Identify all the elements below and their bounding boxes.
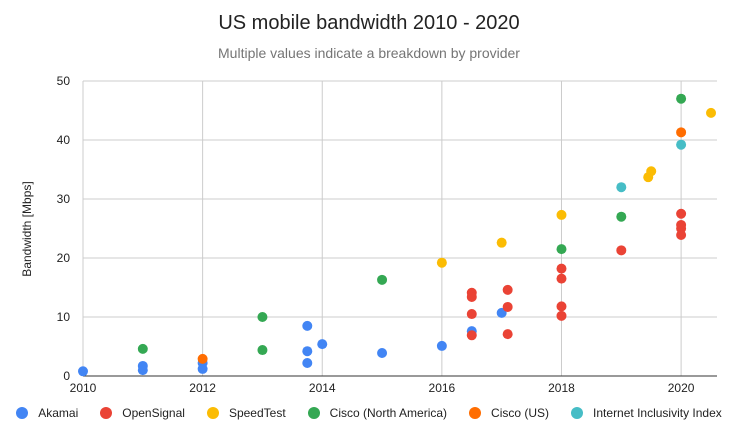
point-akamai[interactable] <box>197 363 208 374</box>
legend-item-internet-inclusivity-index[interactable]: Internet Inclusivity Index <box>571 406 722 420</box>
legend-marker-icon <box>16 407 29 419</box>
point-speedtest[interactable] <box>496 237 507 248</box>
point-cisco-north-america[interactable] <box>257 312 268 322</box>
point-cisco-us[interactable] <box>676 127 687 138</box>
legend-label: Cisco (US) <box>491 406 550 420</box>
legend-item-cisco-north-america[interactable]: Cisco (North America) <box>307 406 448 420</box>
point-opensignal[interactable] <box>502 301 513 312</box>
point-cisco-north-america[interactable] <box>556 244 567 255</box>
legend-label: Cisco (North America) <box>329 406 448 420</box>
point-cisco-north-america[interactable] <box>257 345 268 356</box>
legend-label: Internet Inclusivity Index <box>593 406 722 420</box>
point-akamai[interactable] <box>78 366 88 377</box>
point-opensignal[interactable] <box>556 310 567 321</box>
x-tick-label: 2016 <box>429 381 456 395</box>
data-points <box>78 93 717 377</box>
point-opensignal[interactable] <box>466 309 477 320</box>
legend: Akamai OpenSignal SpeedTest Cisco (North Am… <box>0 406 738 420</box>
x-tick-label: 2018 <box>548 381 575 395</box>
axes: 0 10 20 30 40 50 2010 2012 2014 2016 2018 2020 <box>57 74 717 395</box>
point-internet-inclusivity-index[interactable] <box>676 139 687 150</box>
legend-marker-icon <box>307 407 320 419</box>
y-axis-title: Bandwidth [Mbps] <box>20 181 34 276</box>
point-opensignal[interactable] <box>616 245 627 256</box>
x-tick-label: 2014 <box>309 381 336 395</box>
chart-title: US mobile bandwidth 2010 - 2020 <box>218 12 520 34</box>
point-akamai[interactable] <box>377 347 388 358</box>
point-akamai[interactable] <box>436 340 447 351</box>
point-akamai[interactable] <box>302 346 313 357</box>
legend-item-speedtest[interactable]: SpeedTest <box>206 406 286 420</box>
x-tick-label: 2012 <box>189 381 216 395</box>
point-akamai[interactable] <box>317 339 328 350</box>
point-akamai[interactable] <box>302 320 313 331</box>
point-opensignal[interactable] <box>676 229 687 240</box>
legend-marker-icon <box>571 407 584 419</box>
point-internet-inclusivity-index[interactable] <box>616 182 627 193</box>
y-tick-label: 30 <box>57 192 71 206</box>
legend-label: SpeedTest <box>228 406 286 420</box>
y-tick-label: 0 <box>63 369 70 383</box>
chart-subtitle: Multiple values indicate a breakdown by … <box>218 45 520 61</box>
point-opensignal[interactable] <box>502 284 513 295</box>
x-tick-label: 2010 <box>70 381 97 395</box>
legend-item-opensignal[interactable]: OpenSignal <box>100 406 185 420</box>
point-opensignal[interactable] <box>556 273 567 284</box>
point-speedtest[interactable] <box>436 257 447 268</box>
legend-label: Akamai <box>38 406 79 420</box>
legend-marker-icon <box>100 407 113 419</box>
legend-marker-icon <box>206 407 219 419</box>
y-tick-label: 10 <box>57 310 71 324</box>
point-opensignal[interactable] <box>556 263 567 274</box>
grid-lines <box>83 80 717 376</box>
point-cisco-us[interactable] <box>197 353 208 364</box>
point-cisco-north-america[interactable] <box>137 343 148 354</box>
point-cisco-north-america[interactable] <box>616 211 627 222</box>
legend-item-cisco-us[interactable]: Cisco (US) <box>469 406 549 420</box>
y-tick-label: 40 <box>57 133 71 147</box>
legend-label: OpenSignal <box>122 406 185 420</box>
point-cisco-north-america[interactable] <box>676 93 687 104</box>
point-opensignal[interactable] <box>556 301 567 312</box>
legend-item-akamai[interactable]: Akamai <box>16 406 78 420</box>
y-tick-label: 20 <box>57 251 71 265</box>
point-akamai[interactable] <box>302 358 313 369</box>
x-tick-label: 2020 <box>668 381 695 395</box>
point-cisco-north-america[interactable] <box>377 274 388 285</box>
y-tick-label: 50 <box>57 74 71 88</box>
point-speedtest[interactable] <box>706 107 717 118</box>
legend-marker-icon <box>469 407 482 419</box>
point-opensignal[interactable] <box>676 208 687 219</box>
point-speedtest[interactable] <box>556 209 567 220</box>
point-opensignal[interactable] <box>502 329 513 340</box>
point-opensignal[interactable] <box>466 330 477 341</box>
point-speedtest[interactable] <box>646 166 657 177</box>
point-opensignal[interactable] <box>466 291 477 302</box>
point-akamai[interactable] <box>137 365 148 376</box>
